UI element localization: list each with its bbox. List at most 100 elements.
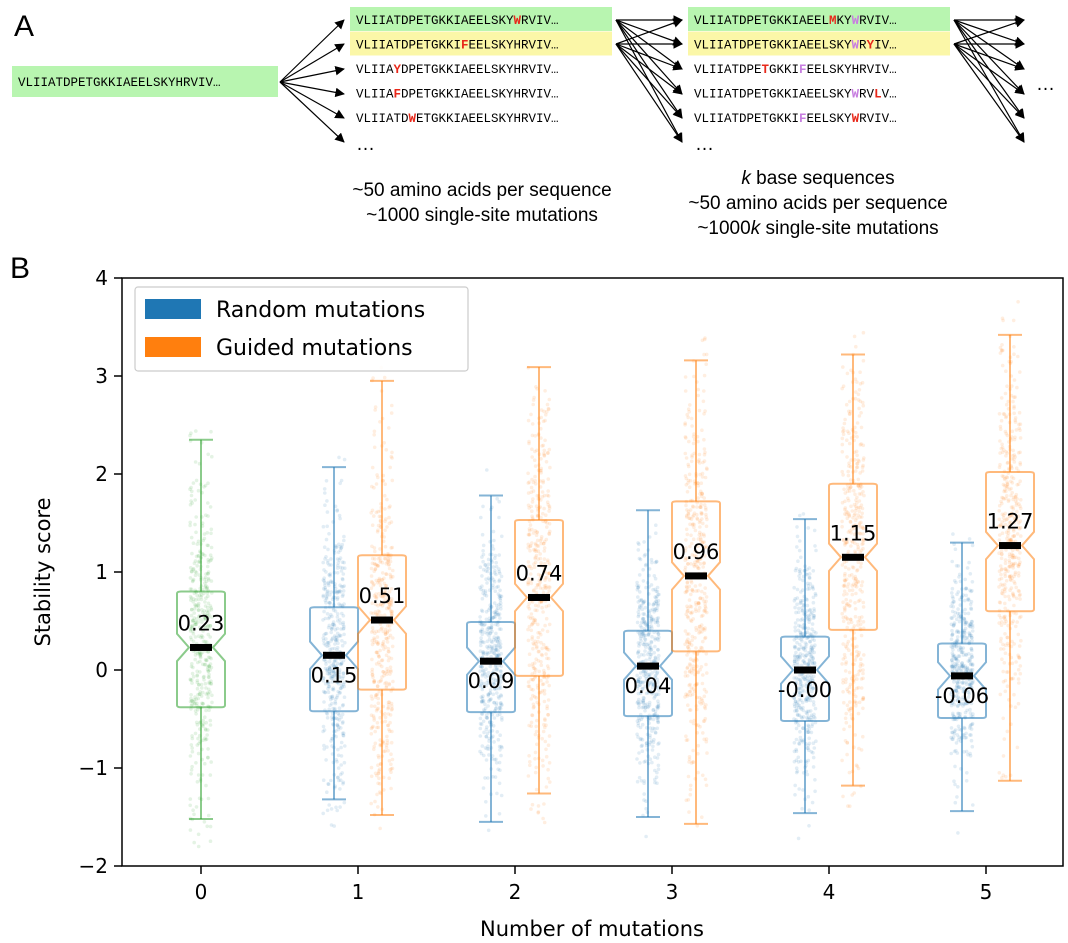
jitter-point: [343, 566, 347, 570]
legend-swatch-random: [145, 299, 201, 319]
jitter-point: [383, 632, 388, 636]
jitter-point: [650, 560, 654, 565]
jitter-point: [327, 684, 332, 689]
jitter-point: [487, 698, 492, 702]
jitter-point: [969, 723, 973, 727]
jitter-point: [374, 612, 378, 616]
jitter-point: [546, 489, 550, 493]
jitter-point: [702, 705, 707, 709]
jitter-point: [648, 643, 652, 648]
jitter-point: [188, 566, 193, 570]
jitter-point: [949, 703, 954, 708]
jitter-point: [341, 731, 346, 735]
jitter-point: [811, 595, 816, 600]
round2-sequence-3: VLIIATDPETGKKIFEELSKYHRVIV…: [694, 63, 897, 77]
jitter-point: [636, 679, 641, 684]
jitter-point: [956, 738, 961, 742]
x-tick-label: 5: [980, 880, 993, 904]
jitter-point: [966, 700, 971, 704]
jitter-point: [205, 585, 210, 589]
jitter-point: [542, 493, 547, 498]
jitter-point: [956, 607, 960, 611]
jitter-point: [332, 634, 337, 638]
jitter-point: [385, 738, 390, 743]
jitter-point: [339, 661, 344, 665]
jitter-point: [384, 653, 389, 657]
jitter-point: [956, 695, 960, 699]
jitter-point: [811, 569, 816, 573]
jitter-point: [196, 773, 201, 777]
jitter-point: [654, 599, 659, 604]
jitter-point: [326, 690, 331, 694]
jitter-point: [806, 662, 811, 667]
jitter-point: [968, 624, 973, 629]
jitter-point: [390, 478, 395, 483]
jitter-point: [809, 654, 813, 659]
jitter-point: [329, 563, 333, 567]
jitter-point: [329, 557, 333, 561]
median-label: 1.15: [830, 521, 877, 545]
jitter-point: [798, 738, 802, 743]
jitter-point: [484, 713, 489, 717]
jitter-point: [642, 653, 646, 657]
jitter-point: [485, 650, 489, 655]
caption2-line3: ~1000k single-site mutations: [697, 218, 938, 239]
jitter-point: [999, 572, 1003, 577]
jitter-point: [321, 524, 326, 529]
jitter-point: [857, 406, 861, 411]
jitter-point: [541, 479, 545, 483]
jitter-point: [804, 697, 808, 701]
jitter-point: [683, 590, 688, 595]
jitter-point: [202, 674, 206, 679]
jitter-point: [1012, 406, 1016, 410]
jitter-point: [483, 622, 487, 627]
jitter-point: [494, 667, 499, 672]
jitter-point: [383, 507, 387, 511]
jitter-point: [341, 671, 346, 676]
jitter-point: [809, 612, 813, 616]
jitter-point: [957, 630, 961, 635]
jitter-point: [962, 689, 967, 694]
jitter-point: [805, 609, 809, 613]
jitter-point: [369, 694, 374, 698]
jitter-point: [793, 661, 797, 666]
jitter-point: [370, 484, 374, 489]
jitter-point: [333, 609, 338, 613]
jitter-point: [1017, 589, 1021, 594]
jitter-point: [1013, 420, 1018, 424]
jitter-point: [494, 645, 499, 650]
jitter-point: [492, 651, 497, 656]
jitter-point: [949, 698, 954, 703]
jitter-point: [847, 567, 851, 571]
jitter-point: [388, 628, 392, 632]
jitter-point: [210, 454, 214, 459]
jitter-point: [799, 637, 803, 642]
jitter-point: [340, 639, 344, 643]
jitter-point: [951, 624, 956, 628]
jitter-point: [796, 610, 801, 614]
jitter-point: [1018, 551, 1022, 555]
jitter-point: [808, 617, 812, 622]
jitter-point: [647, 681, 652, 685]
jitter-point: [842, 589, 847, 594]
jitter-point: [648, 674, 652, 678]
arrow-round1-4: [279, 81, 345, 98]
jitter-point: [855, 435, 859, 439]
jitter-point: [965, 701, 970, 706]
jitter-point: [842, 652, 847, 657]
jitter-point: [389, 656, 394, 661]
jitter-point: [950, 559, 954, 564]
round1-sequences: VLIIATDPETGKKIAEELSKYWRVIV…VLIIATDPETGKK…: [350, 7, 612, 126]
jitter-point: [499, 669, 503, 673]
jitter-point: [188, 433, 192, 438]
jitter-point: [844, 677, 848, 681]
jitter-point: [535, 530, 539, 534]
jitter-point: [654, 673, 658, 677]
jitter-point: [327, 615, 332, 619]
jitter-point: [697, 408, 702, 413]
jitter-point: [494, 560, 499, 565]
jitter-point: [969, 633, 974, 638]
jitter-point: [966, 695, 971, 699]
jitter-point: [805, 728, 809, 732]
jitter-point: [531, 688, 535, 692]
